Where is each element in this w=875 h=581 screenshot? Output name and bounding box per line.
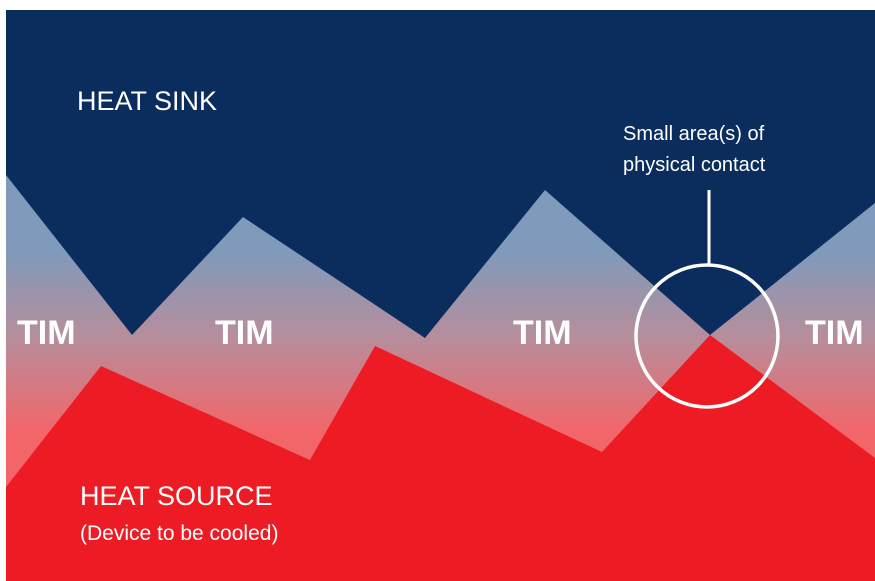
callout-line-1: Small area(s) of (623, 123, 765, 145)
tim-label-3: TIM (513, 314, 572, 352)
callout-line-2: physical contact (623, 154, 766, 176)
tim-label-2: TIM (215, 314, 274, 352)
heat-source-region (6, 335, 875, 581)
heat-source-label: HEAT SOURCE (80, 481, 273, 511)
tim-label-1: TIM (17, 314, 76, 352)
heat-sink-region (6, 10, 875, 338)
heat-sink-label: HEAT SINK (77, 86, 217, 116)
tim-label-4: TIM (805, 314, 864, 352)
contact-highlight-circle (634, 263, 780, 409)
heat-source-sublabel: (Device to be cooled) (80, 522, 278, 545)
